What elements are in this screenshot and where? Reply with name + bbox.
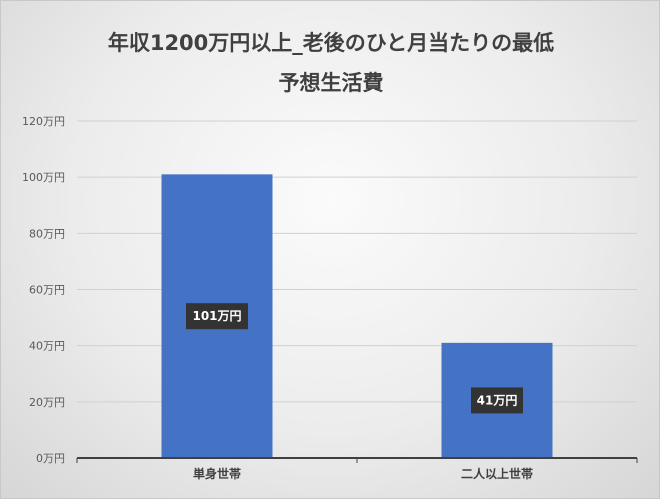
x-category-label: 単身世帯 xyxy=(193,466,241,481)
chart-title-line1: 年収1200万円以上_老後のひと月当たりの最低 xyxy=(107,31,555,55)
chart-title-line2: 予想生活費 xyxy=(278,71,384,95)
data-label: 101万円 xyxy=(192,309,241,323)
y-tick-label: 20万円 xyxy=(29,396,65,409)
y-tick-label: 80万円 xyxy=(29,227,65,240)
data-label-box xyxy=(186,303,248,330)
y-tick-label: 100万円 xyxy=(22,171,65,184)
y-tick-label: 60万円 xyxy=(29,284,65,297)
y-tick-label: 40万円 xyxy=(29,340,65,353)
y-tick-label: 0万円 xyxy=(36,452,65,465)
y-tick-label: 120万円 xyxy=(22,115,65,128)
data-label-box xyxy=(471,387,523,414)
x-category-label: 二人以上世帯 xyxy=(461,466,533,481)
data-label: 41万円 xyxy=(477,393,518,407)
